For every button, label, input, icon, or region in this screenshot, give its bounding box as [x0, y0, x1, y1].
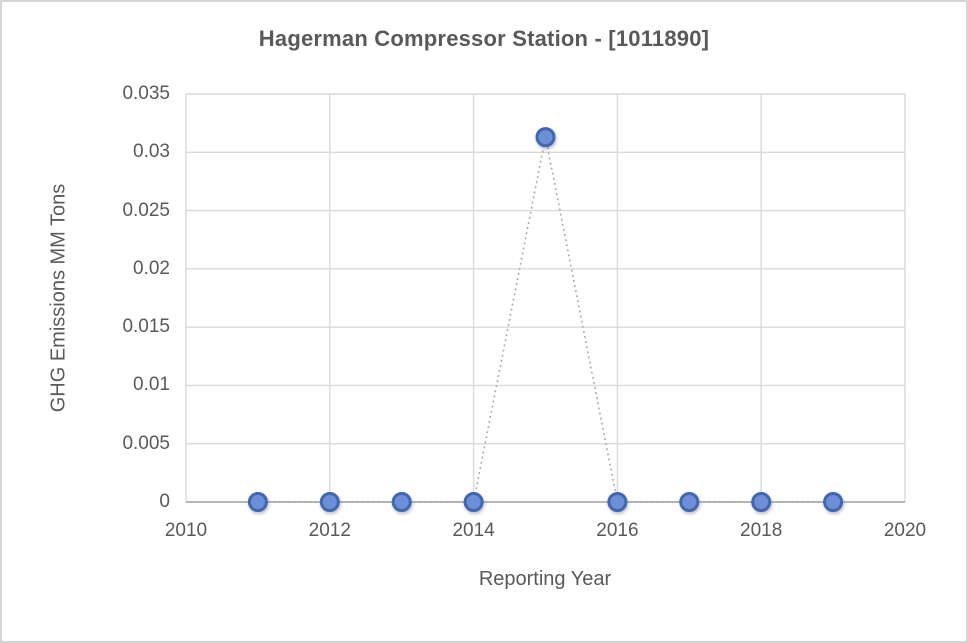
series-connector-line	[257, 136, 834, 503]
chart-title: Hagerman Compressor Station - [1011890]	[258, 26, 710, 51]
data-point-marker	[391, 492, 412, 512]
data-point-marker	[679, 492, 700, 512]
y-tick-label: 0.025	[122, 199, 170, 221]
data-point-marker	[823, 492, 844, 512]
plot-area	[185, 93, 906, 512]
x-tick-label: 2012	[308, 520, 351, 541]
x-tick-label: 2018	[740, 520, 783, 541]
chart-canvas	[185, 93, 906, 512]
y-tick-label: 0.035	[122, 83, 170, 104]
x-tick-label: 2010	[164, 520, 208, 541]
x-axis-title: Reporting Year	[478, 568, 612, 590]
y-tick-label: 0	[159, 491, 170, 512]
y-tick-label: 0.03	[133, 141, 170, 163]
data-point-marker	[751, 492, 772, 512]
x-tick-label: 2014	[452, 520, 495, 541]
data-point-marker	[247, 492, 268, 512]
y-tick-label: 0.01	[133, 374, 170, 396]
data-point-marker	[463, 492, 484, 512]
y-tick-label: 0.005	[122, 432, 170, 454]
x-tick-label: 2020	[883, 520, 927, 541]
data-point-marker	[535, 127, 556, 148]
data-point-marker	[319, 492, 340, 512]
y-tick-label: 0.02	[133, 257, 170, 279]
y-tick-label: 0.015	[122, 316, 170, 338]
data-point-marker	[607, 492, 628, 512]
x-tick-label: 2016	[596, 520, 639, 541]
